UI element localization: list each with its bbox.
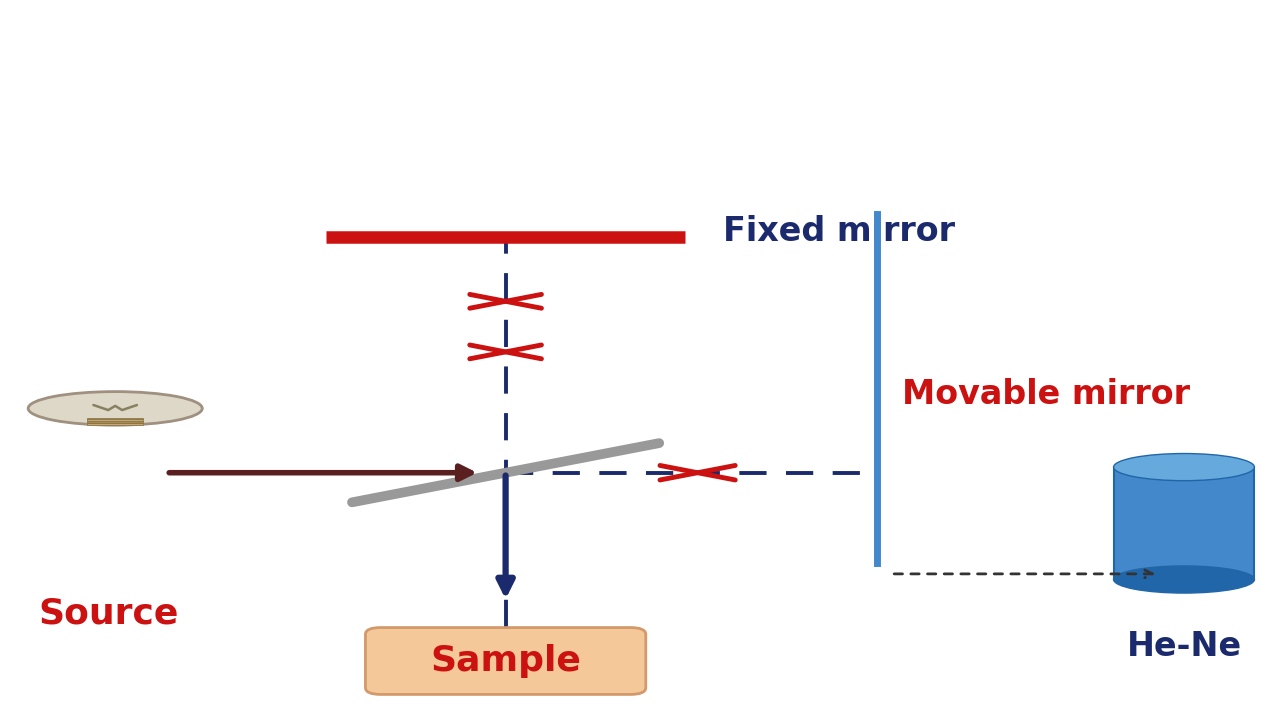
Ellipse shape	[1114, 454, 1254, 481]
Text: Source: Source	[38, 596, 179, 630]
Text: He-Ne: He-Ne	[1126, 631, 1242, 663]
Text: FTIR spectroscopy: FTIR spectroscopy	[51, 24, 1229, 135]
Bar	[87, 421, 143, 423]
FancyBboxPatch shape	[366, 628, 646, 694]
Text: Movable mirror: Movable mirror	[902, 377, 1190, 410]
Text: Sample: Sample	[430, 644, 581, 678]
Ellipse shape	[1114, 566, 1254, 593]
Bar	[87, 420, 143, 421]
Text: Fixed mirror: Fixed mirror	[723, 215, 955, 248]
Ellipse shape	[28, 392, 202, 426]
Bar	[87, 418, 143, 420]
Bar	[1114, 467, 1254, 580]
Bar	[87, 423, 143, 426]
